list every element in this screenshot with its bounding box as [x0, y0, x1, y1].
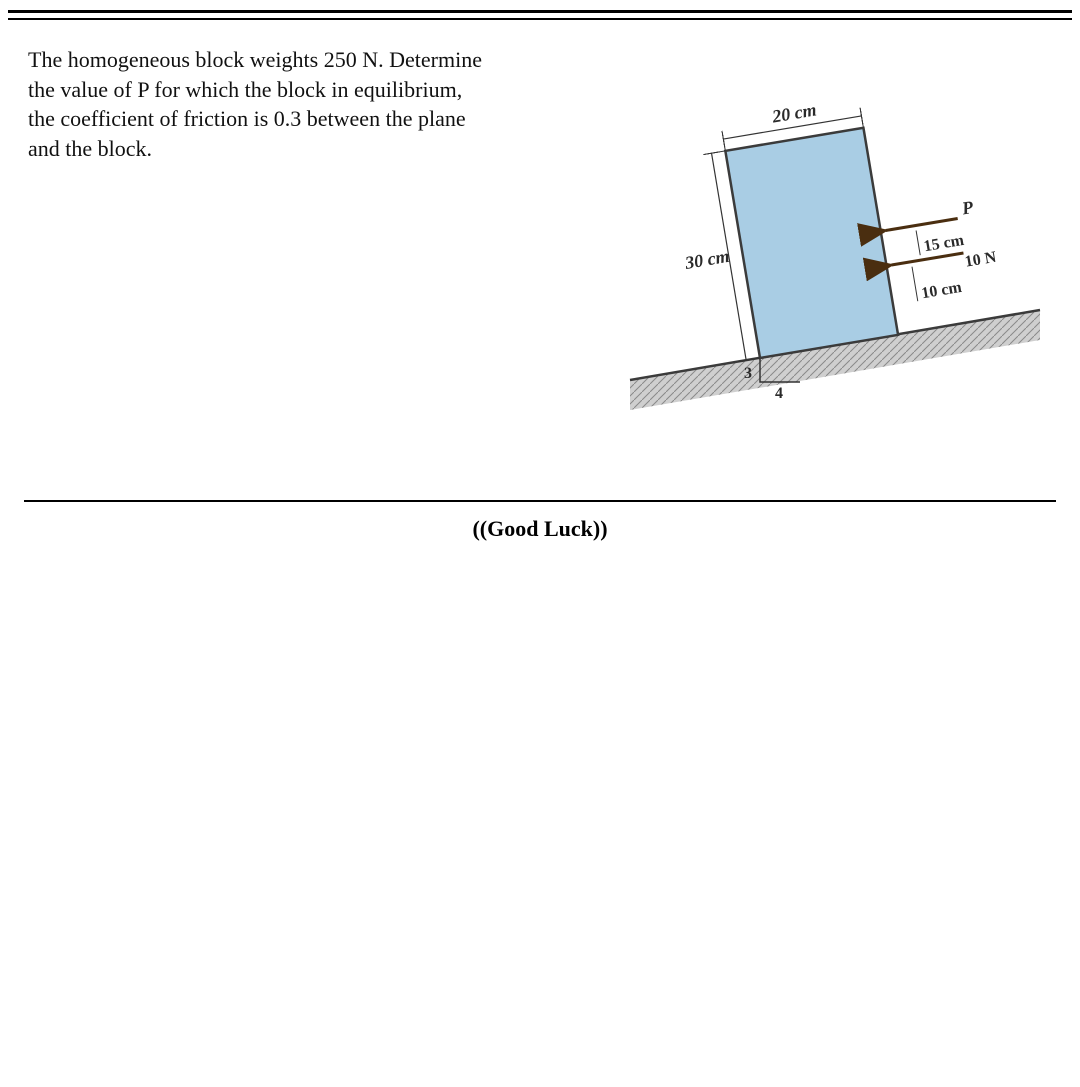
problem-line-4: and the block. [28, 136, 152, 161]
force-10n: 10 N 10 cm [891, 248, 1001, 307]
problem-statement: The homogeneous block weights 250 N. Det… [28, 45, 568, 164]
force-p: P 15 cm [883, 197, 981, 261]
force-p-label: P [959, 197, 975, 219]
problem-line-3: the coefficient of friction is 0.3 betwe… [28, 106, 466, 131]
good-luck-text: ((Good Luck)) [0, 516, 1080, 542]
block-rect [725, 128, 898, 358]
slope-run-label: 4 [775, 385, 783, 402]
problem-line-1: The homogeneous block weights 250 N. Det… [28, 47, 482, 72]
top-rule-2 [8, 18, 1072, 20]
dim-top-label: 20 cm [770, 99, 818, 126]
slope-rise-label: 3 [744, 365, 752, 382]
top-rule-1 [8, 10, 1072, 13]
force-p-height-label: 15 cm [923, 232, 966, 256]
force-10n-label: 10 N [964, 249, 998, 271]
problem-page: The homogeneous block weights 250 N. Det… [0, 0, 1080, 1087]
block-diagram: 3 4 20 cm 30 [610, 80, 1060, 440]
problem-line-2: the value of P for which the block in eq… [28, 77, 462, 102]
force-10n-height-label: 10 cm [920, 279, 963, 303]
mid-rule [24, 500, 1056, 502]
dim-left-label: 30 cm [683, 246, 731, 273]
